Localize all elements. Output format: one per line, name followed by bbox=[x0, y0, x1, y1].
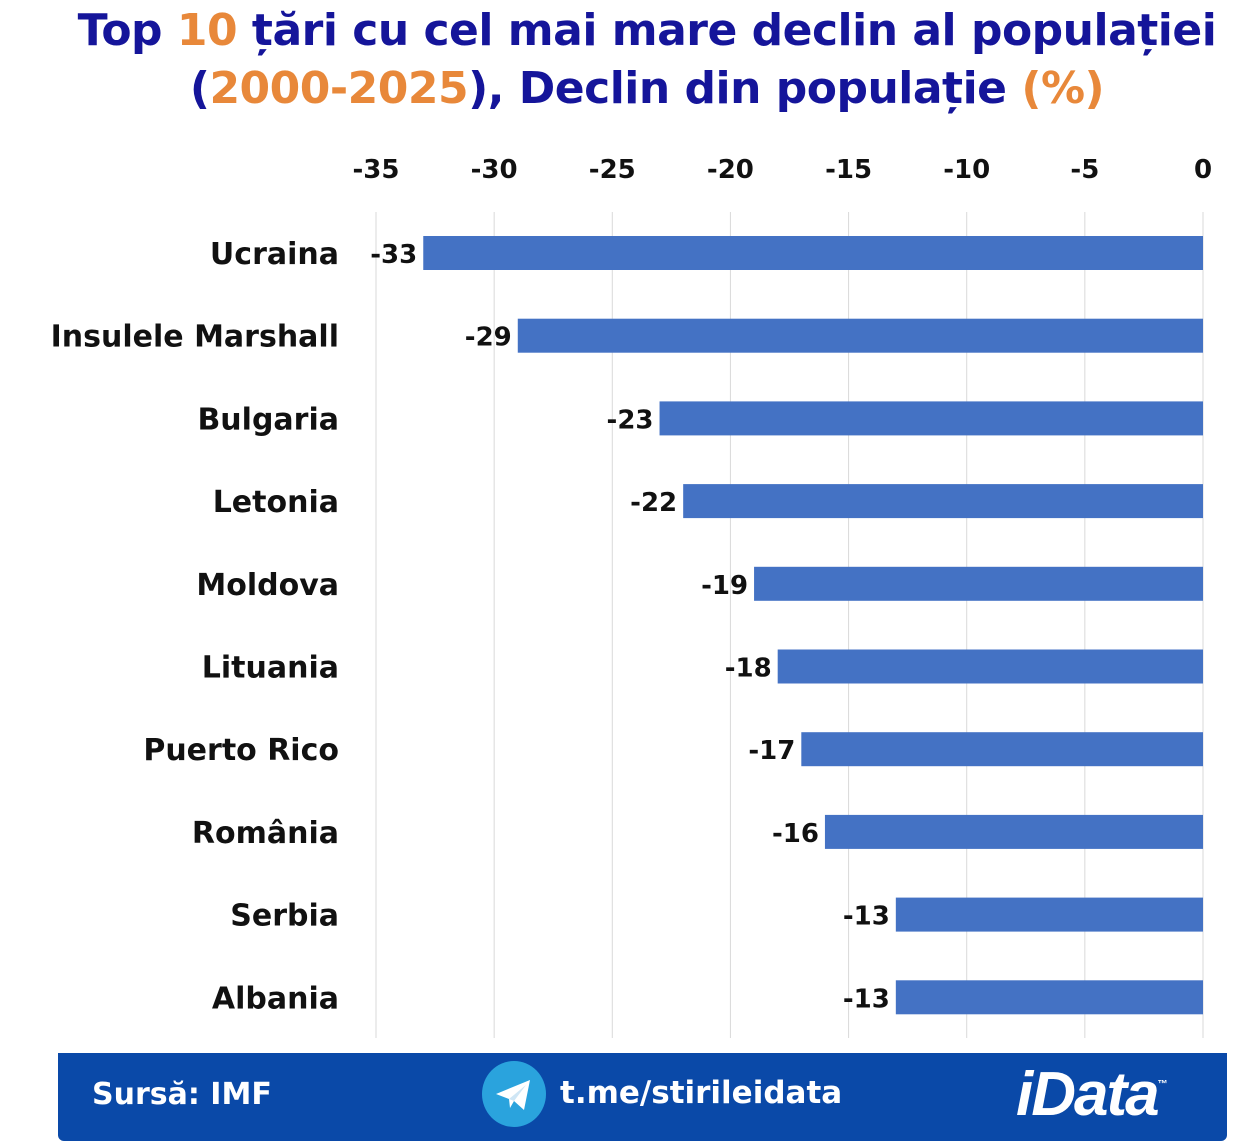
data-label: -33 bbox=[370, 240, 417, 270]
bar bbox=[801, 732, 1203, 767]
x-tick-label: -10 bbox=[943, 155, 990, 185]
x-tick-label: 0 bbox=[1194, 155, 1212, 185]
logo-text: iData bbox=[1016, 1060, 1160, 1129]
telegram-icon[interactable] bbox=[482, 1061, 546, 1127]
idata-logo: iData™ bbox=[1016, 1059, 1168, 1130]
chart-title: Top 10 țări cu cel mai mare declin al po… bbox=[0, 2, 1234, 118]
bar-chart: -35 -30 -25 -20 -15 -10 -5 0 Ucraina -33 Insulele … bbox=[51, 155, 1212, 1038]
bar bbox=[895, 897, 1203, 932]
title-text: Top bbox=[77, 5, 177, 56]
category-label: România bbox=[192, 816, 339, 851]
trademark: ™ bbox=[1157, 1079, 1168, 1090]
bar bbox=[754, 566, 1203, 601]
footer-banner: Sursă: IMF t.me/stirileidata iData™ bbox=[58, 1053, 1227, 1141]
data-label: -23 bbox=[607, 405, 654, 435]
x-tick-label: -20 bbox=[707, 155, 754, 185]
bar bbox=[824, 814, 1203, 849]
bar bbox=[777, 649, 1203, 684]
x-tick-label: -35 bbox=[353, 155, 400, 185]
category-label: Moldova bbox=[196, 568, 339, 603]
title-text: țări cu cel mai mare declin al populație… bbox=[237, 5, 1217, 56]
title-highlight: (%) bbox=[1021, 63, 1105, 114]
bar bbox=[659, 401, 1203, 436]
category-label: Ucraina bbox=[210, 237, 339, 272]
data-label: -19 bbox=[701, 571, 748, 601]
category-label: Letonia bbox=[213, 485, 339, 520]
category-label: Lituania bbox=[202, 651, 339, 686]
title-text: ), Declin din populație bbox=[468, 63, 1022, 114]
title-text: ( bbox=[189, 63, 210, 114]
data-label: -13 bbox=[843, 984, 890, 1014]
data-label: -29 bbox=[465, 323, 512, 353]
x-tick-label: -5 bbox=[1070, 155, 1099, 185]
data-label: -22 bbox=[630, 488, 677, 518]
source-label: Sursă: IMF bbox=[92, 1077, 272, 1112]
category-label: Insulele Marshall bbox=[51, 320, 339, 355]
category-label: Albania bbox=[212, 981, 339, 1016]
telegram-link[interactable]: t.me/stirileidata bbox=[560, 1075, 843, 1111]
category-label: Serbia bbox=[230, 899, 339, 934]
data-label: -13 bbox=[843, 902, 890, 932]
data-label: -17 bbox=[748, 736, 795, 766]
category-label: Puerto Rico bbox=[143, 733, 339, 768]
bar bbox=[895, 980, 1203, 1015]
data-label: -18 bbox=[725, 654, 772, 684]
title-highlight: 10 bbox=[176, 5, 238, 56]
data-label: -16 bbox=[772, 819, 819, 849]
bar bbox=[683, 484, 1203, 519]
category-label: Bulgaria bbox=[197, 402, 339, 437]
title-highlight: 2000-2025 bbox=[209, 63, 469, 114]
bar bbox=[423, 236, 1203, 270]
x-tick-label: -25 bbox=[589, 155, 636, 185]
x-tick-label: -15 bbox=[825, 155, 872, 185]
x-tick-label: -30 bbox=[471, 155, 518, 185]
bar bbox=[517, 318, 1203, 353]
